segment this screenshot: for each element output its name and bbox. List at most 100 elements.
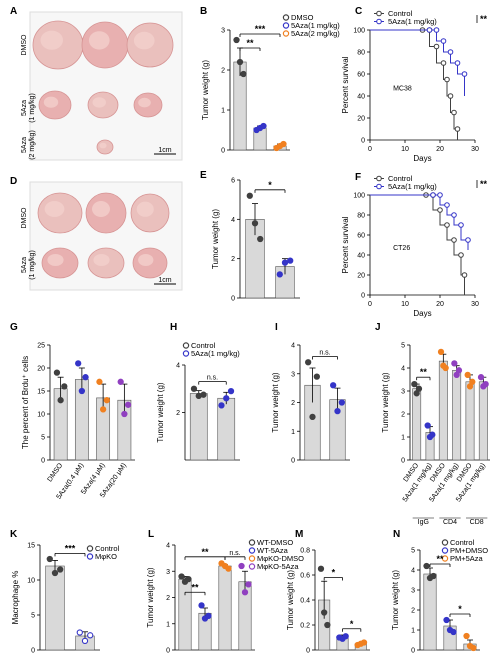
group-label: CD8: [470, 519, 484, 526]
tumor-highlight: [92, 201, 110, 217]
y-tick-label: 4: [401, 366, 405, 373]
significance-label: **: [480, 179, 488, 189]
y-tick-label: 2: [176, 410, 180, 417]
legend-label: DMSO: [291, 13, 314, 22]
censor-marker: [437, 207, 443, 213]
panel-label: F: [355, 172, 361, 183]
legend-label: 5Aza(1 mg/kg): [291, 21, 340, 30]
tumor-highlight: [47, 254, 64, 266]
bar: [465, 381, 475, 461]
data-point: [411, 380, 418, 388]
censor-marker: [444, 202, 450, 208]
data-point: [260, 122, 267, 130]
photo-row-label: 5Aza(1 mg/kg): [21, 250, 36, 280]
tumor-highlight: [40, 30, 63, 50]
data-point: [338, 399, 345, 406]
significance-label: n.s.: [229, 550, 240, 557]
data-point: [223, 395, 230, 402]
y-tick-label: 10: [37, 412, 45, 419]
legend-label: Control: [388, 9, 413, 18]
x-tick-label: 0: [368, 301, 372, 308]
legend-label: Control: [450, 538, 475, 547]
x-tick-label: 20: [436, 146, 444, 153]
legend-marker: [376, 18, 382, 25]
y-tick-label: 20: [37, 366, 45, 373]
y-axis-label: Tumor weight (g): [156, 382, 165, 443]
y-tick-label: 0: [411, 648, 415, 655]
significance-label: **: [436, 554, 444, 564]
panel-label: H: [170, 322, 177, 333]
significance-label: n.s.: [207, 375, 218, 382]
y-axis-label: Tumor weight (g): [381, 372, 390, 433]
y-tick-label: 0: [401, 458, 405, 465]
data-point: [82, 374, 89, 381]
survival-line: [370, 29, 458, 140]
bar: [189, 393, 208, 461]
data-point: [61, 383, 68, 390]
scale-bar-label: 1cm: [158, 277, 171, 284]
censor-marker: [426, 27, 433, 33]
y-tick-label: 60: [357, 233, 365, 240]
data-point: [241, 589, 249, 596]
y-axis-label: Tumor weight (g): [271, 372, 280, 433]
data-point: [198, 602, 205, 609]
legend-label: PM+5Aza: [450, 554, 484, 563]
data-point: [51, 569, 59, 577]
legend-label: MφKO-5Aza: [257, 562, 299, 571]
data-point: [464, 371, 471, 379]
y-tick-label: 25: [37, 343, 45, 350]
data-point: [451, 360, 458, 367]
y-tick-label: 0.2: [300, 623, 310, 630]
y-axis-label: Macrophage %: [11, 571, 20, 625]
y-tick-label: 1: [401, 435, 405, 442]
legend-marker: [282, 30, 290, 37]
legend-label: MφKO: [95, 552, 117, 561]
y-axis-label: The percent of Brdu⁺ cells: [21, 356, 30, 449]
y-tick-label: 2: [231, 256, 235, 263]
data-point: [281, 259, 289, 266]
data-point: [437, 348, 445, 356]
censor-marker: [454, 60, 461, 66]
legend-marker: [282, 14, 290, 21]
photo-row-label-line: (2 mg/kg): [29, 130, 36, 160]
data-point: [334, 407, 341, 415]
y-tick-label: 20: [357, 273, 365, 280]
data-point: [240, 70, 247, 78]
significance-label: **: [420, 367, 428, 377]
data-point: [124, 401, 132, 408]
data-point: [46, 555, 53, 563]
data-point: [330, 382, 337, 389]
y-tick-label: 60: [357, 72, 365, 79]
y-tick-label: 4: [231, 217, 235, 224]
y-tick-label: 3: [401, 389, 405, 396]
data-point: [78, 387, 86, 395]
y-tick-label: 0: [306, 648, 310, 655]
y-tick-label: 2: [221, 68, 225, 75]
legend-marker: [182, 350, 190, 357]
y-tick-label: 5: [31, 613, 35, 620]
panel-label: K: [10, 529, 18, 540]
bar: [45, 565, 65, 651]
x-tick-label: DMSO: [46, 462, 64, 484]
data-point: [482, 380, 489, 388]
x-tick-label: 0: [368, 146, 372, 153]
data-point: [287, 257, 294, 264]
tumor-highlight: [88, 31, 110, 50]
legend-label: Control: [95, 544, 120, 553]
legend-marker: [376, 175, 382, 182]
legend-marker: [376, 183, 382, 190]
censor-marker: [458, 252, 464, 258]
data-point: [53, 369, 61, 376]
tumor-highlight: [92, 97, 106, 108]
data-point: [225, 565, 232, 572]
y-axis-label: Tumor weight (g): [286, 570, 295, 631]
y-tick-label: 0: [291, 458, 295, 465]
data-point: [185, 575, 192, 583]
data-point: [57, 397, 64, 404]
panel-label: E: [200, 170, 207, 181]
